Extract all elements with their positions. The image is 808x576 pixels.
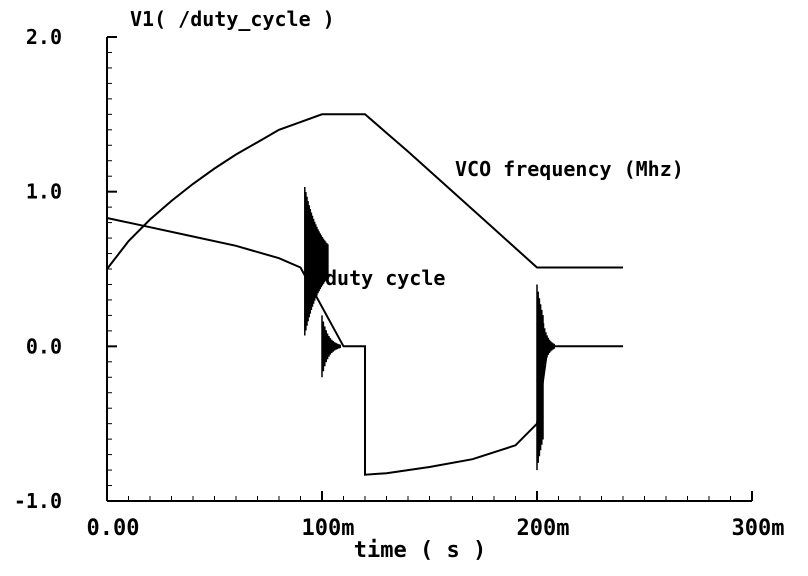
duty-cycle-ringing-1	[304, 187, 329, 336]
x-axis-label: time ( s )	[354, 538, 486, 563]
x-tick-label: 200m	[517, 516, 570, 541]
x-tick-label: 0.00	[87, 516, 140, 541]
y-tick-label: 0.0	[26, 334, 62, 358]
y-tick-label: -1.0	[14, 489, 62, 513]
series-line-1	[106, 217, 623, 476]
y-tick-label: 2.0	[26, 25, 62, 49]
duty-cycle-ringing-4	[542, 323, 556, 370]
y-tick-label: 1.0	[26, 180, 62, 204]
annotation-vco-frequency: VCO frequency (Mhz)	[455, 157, 684, 181]
x-tick-label: 300m	[732, 516, 785, 541]
series-line-0	[106, 113, 623, 270]
annotation-duty-cycle: duty cycle	[325, 266, 445, 290]
x-tick-label: 100m	[302, 516, 355, 541]
duty-cycle-ringing-2	[321, 315, 341, 378]
chart-title: V1( /duty_cycle )	[130, 7, 335, 31]
duty-cycle-ringing-3	[536, 284, 544, 471]
